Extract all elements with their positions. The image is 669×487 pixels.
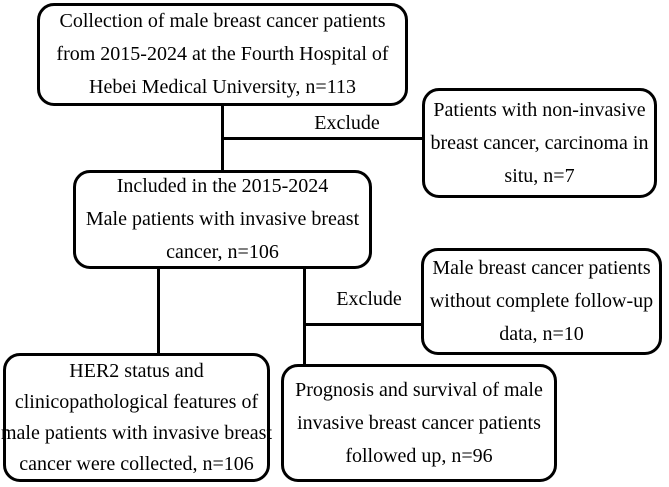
exclude-label-1: Exclude: [314, 112, 380, 134]
exclude-label-2: Exclude: [336, 288, 402, 310]
flow-box-her2-features-line-3: male patients with invasive breast: [0, 421, 273, 444]
flow-box-her2-features-line-1: HER2 status and: [69, 359, 204, 382]
flow-box-excluded-noninvasive: Patients with non-invasive breast cancer…: [422, 88, 657, 198]
flow-box-collection-line-1: Collection of male breast cancer patient…: [59, 10, 386, 32]
flow-box-prognosis-survival: Prognosis and survival of male invasive …: [281, 364, 557, 482]
flow-box-excluded-followup-line-3: data, n=10: [499, 323, 584, 345]
flow-box-her2-features-line-4: cancer were collected, n=106: [19, 452, 254, 475]
flow-box-excluded-noninvasive-line-3: situ, n=7: [504, 164, 575, 187]
flow-box-her2-features: HER2 status and clinicopathological feat…: [0, 353, 273, 482]
connector-included-to-prognosis: [303, 267, 306, 366]
flow-box-collection-line-3: Hebei Medical University, n=113: [89, 76, 356, 98]
flow-box-excluded-followup-line-2: without complete follow-up: [429, 290, 654, 312]
flow-box-included-invasive: Included in the 2015-2024 Male patients …: [73, 170, 372, 269]
flow-box-excluded-followup-line-1: Male breast cancer patients: [432, 257, 651, 279]
flow-box-excluded-noninvasive-line-1: Patients with non-invasive: [433, 98, 646, 121]
flow-box-collection: Collection of male breast cancer patient…: [37, 3, 408, 106]
flow-box-prognosis-survival-line-1: Prognosis and survival of male: [295, 378, 543, 401]
flow-box-her2-features-line-2: clinicopathological features of: [14, 390, 259, 413]
flow-box-excluded-noninvasive-line-2: breast cancer, carcinoma in: [430, 131, 649, 154]
flow-box-prognosis-survival-line-2: invasive breast cancer patients: [297, 411, 541, 434]
flow-box-excluded-followup: Male breast cancer patients without comp…: [421, 248, 662, 355]
flow-box-prognosis-survival-line-3: followed up, n=96: [345, 444, 493, 467]
connector-included-to-her2: [157, 267, 160, 355]
flow-box-included-invasive-line-3: cancer, n=106: [166, 241, 279, 263]
connector-exclude-noninvasive: [221, 137, 422, 140]
connector-exclude-followup: [303, 323, 421, 326]
flow-box-included-invasive-line-1: Included in the 2015-2024: [116, 175, 329, 197]
flow-box-included-invasive-line-2: Male patients with invasive breast: [85, 208, 360, 230]
flow-box-collection-line-2: from 2015-2024 at the Fourth Hospital of: [56, 43, 389, 65]
